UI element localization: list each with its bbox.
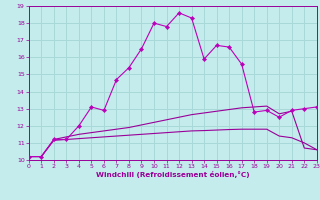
X-axis label: Windchill (Refroidissement éolien,°C): Windchill (Refroidissement éolien,°C) <box>96 171 250 178</box>
